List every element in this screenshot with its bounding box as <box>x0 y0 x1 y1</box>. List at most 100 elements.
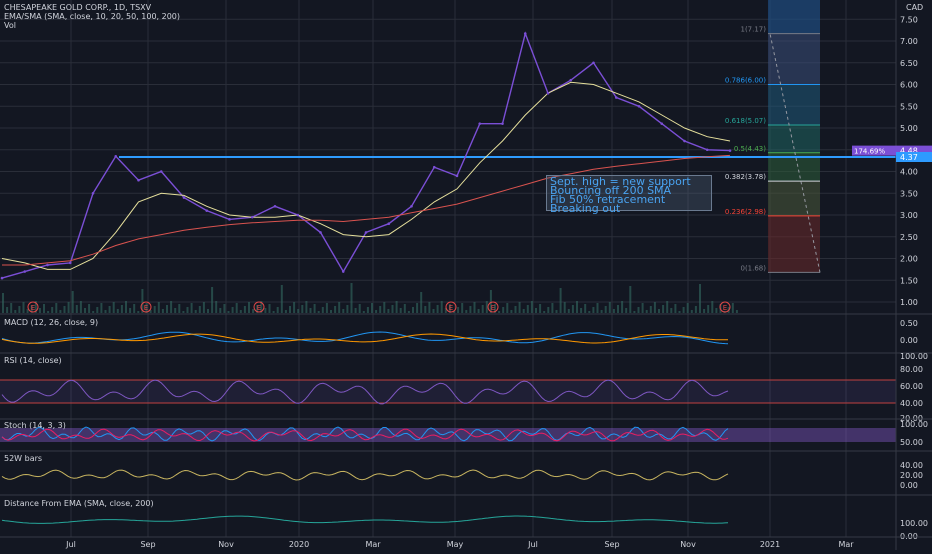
volume-bar <box>436 305 439 313</box>
volume-bar <box>149 310 152 313</box>
volume-bar <box>182 311 185 313</box>
volume-bar <box>457 307 460 313</box>
volume-bar <box>334 306 337 313</box>
fib-zone <box>768 33 820 85</box>
price-point <box>68 261 72 265</box>
price-point <box>364 231 368 234</box>
ema-distance-line <box>1 515 729 524</box>
price-point <box>137 178 140 182</box>
volume-bar <box>235 303 238 313</box>
volume-bar <box>116 309 119 313</box>
price-point <box>296 213 300 217</box>
volume-bar <box>100 303 103 313</box>
time-tick-label: 2020 <box>289 540 309 549</box>
volume-bar <box>186 307 189 313</box>
price-tick-label: 5.00 <box>900 124 918 133</box>
volume-bar <box>416 303 419 313</box>
fib-level-label: 1(7.17) <box>740 26 766 34</box>
volume-bar <box>555 310 558 313</box>
price-point <box>728 149 732 152</box>
volume-bar <box>10 303 13 313</box>
pane-tick-label: 100.00 <box>900 420 928 429</box>
ema-legend: EMA/SMA (SMA, close, 10, 20, 50, 100, 20… <box>4 12 181 21</box>
volume-bar <box>170 301 173 313</box>
fib-trend-line <box>769 33 821 273</box>
volume-bar <box>84 308 86 313</box>
time-tick-label: Sep <box>604 540 619 549</box>
volume-bar <box>711 301 714 313</box>
last-price-tag <box>896 145 932 156</box>
pane-tick-label: 40.00 <box>900 461 923 470</box>
volume-bar <box>514 306 517 313</box>
sma-200-line <box>2 154 731 266</box>
volume-bar <box>79 301 82 313</box>
volume-bar <box>174 308 177 313</box>
volume-bar <box>129 308 132 313</box>
volume-bar <box>645 310 648 313</box>
volume-bar <box>30 305 33 313</box>
stoch-d-line <box>1 428 729 442</box>
fib-level-label: 0.382(3.78) <box>725 173 766 181</box>
volume-bar <box>338 302 341 313</box>
volume-bar <box>498 311 501 313</box>
volume-bar <box>280 285 283 313</box>
volume-bar <box>526 305 529 313</box>
rsi-band <box>0 380 896 403</box>
volume-bar <box>330 310 332 313</box>
pane-legend-stoch: Stoch (14, 3, 3) <box>4 421 66 430</box>
volume-bar <box>473 302 476 313</box>
volume-bar <box>366 307 369 313</box>
price-point <box>592 61 595 65</box>
time-tick-label: May <box>447 540 464 549</box>
price-tag-bg <box>852 145 896 156</box>
pane-tick-label: 50.00 <box>900 438 923 447</box>
price-tick-label: 6.00 <box>900 81 918 90</box>
volume-bar <box>412 307 414 313</box>
annotation-box[interactable]: Sept. high = new support Bouncing off 20… <box>546 175 712 214</box>
volume-bar <box>567 309 570 313</box>
volume-bar <box>432 309 435 313</box>
volume-bar <box>584 304 587 313</box>
volume-bar <box>342 309 345 313</box>
volume-bar <box>88 304 91 313</box>
fib-level-label: 0.236(2.98) <box>725 208 766 216</box>
price-point <box>569 78 573 82</box>
volume-bar <box>63 306 66 313</box>
volume-bar <box>604 306 607 313</box>
volume-bar <box>543 311 546 313</box>
volume-bar <box>563 302 566 313</box>
price-tick-label: 7.50 <box>900 15 918 24</box>
volume-bar <box>22 302 25 313</box>
volume-bar <box>428 302 431 313</box>
price-point <box>637 104 641 108</box>
volume-bar <box>211 287 214 313</box>
fib-retracement[interactable]: 1(7.17) 0.786(6.00) 0.618(5.07) 0.5(4.43) 0.… <box>725 0 821 273</box>
volume-bar <box>67 302 70 313</box>
volume-bar <box>596 303 599 313</box>
volume-bar <box>178 304 181 313</box>
volume-bars <box>2 283 738 313</box>
volume-bar <box>284 310 287 313</box>
volume-bar <box>690 310 693 313</box>
volume-bar <box>686 303 689 313</box>
volume-bar <box>395 301 398 313</box>
volume-bar <box>481 305 484 313</box>
price-tick-label: 5.50 <box>900 102 918 111</box>
time-tick-label: Jul <box>527 540 538 549</box>
volume-bar <box>670 308 673 313</box>
fib-zone <box>768 215 820 273</box>
pane-legend-52w: 52W bars <box>4 454 43 463</box>
price-tick-label: 2.00 <box>900 255 918 264</box>
price-point <box>273 205 277 208</box>
volume-bar <box>59 310 62 313</box>
earnings-marker-label: E <box>31 304 35 312</box>
volume-bar <box>678 311 681 313</box>
grid <box>0 0 896 537</box>
volume-bar <box>448 304 451 313</box>
rsi-line <box>1 379 729 405</box>
volume-bar <box>547 307 550 313</box>
volume-bar <box>96 307 99 313</box>
